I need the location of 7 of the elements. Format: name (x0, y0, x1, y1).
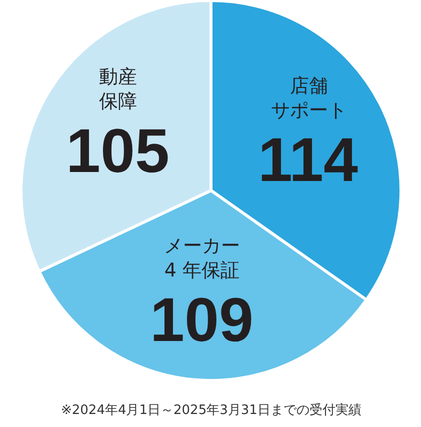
text: ※2024年4月1日～2025年3月31日までの受付実績 (61, 402, 362, 418)
slice-label: メーカー4 年保証 (164, 235, 240, 282)
slice-label: 動産保障 (99, 66, 137, 113)
slice-label: 店舗サポート (271, 75, 347, 122)
data-label: 114 (258, 126, 359, 195)
data-label: 105 (66, 117, 170, 186)
data-label: 109 (150, 286, 254, 355)
